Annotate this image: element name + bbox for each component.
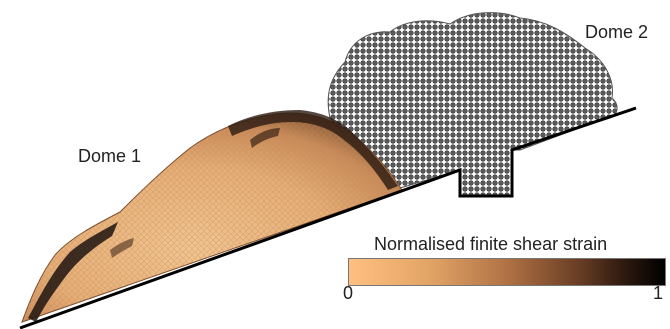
colorbar — [348, 258, 666, 286]
colorbar-max-label: 1 — [653, 283, 664, 303]
dome2-label: Dome 2 — [585, 22, 649, 42]
colorbar-min-label: 0 — [343, 283, 354, 303]
dome1-particles — [21, 110, 403, 323]
slope-line — [19, 106, 637, 329]
dome1-label: Dome 1 — [78, 146, 142, 166]
colorbar-title: Normalised finite shear strain — [374, 234, 608, 254]
